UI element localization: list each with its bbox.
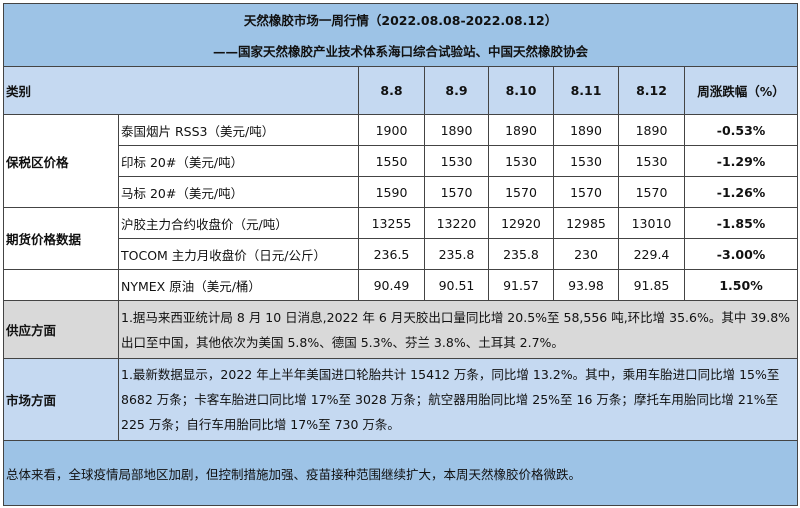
market-row: 市场方面 1.最新数据显示，2022 年上半年美国进口轮胎共计 15412 万条… (3, 358, 799, 441)
group-supply: 供应方面 (3, 300, 119, 359)
change-cell: -3.00% (683, 238, 799, 270)
table-row: 保税区价格 泰国烟片 RSS3（美元/吨） 1900 1890 1890 1890 18… (3, 114, 799, 208)
supply-row: 供应方面 1.据马来西亚统计局 8 月 10 日消息,2022 年 6 月天胶出… (3, 300, 799, 359)
cell: 91.57 (488, 269, 554, 301)
row-label: 泰国烟片 RSS3（美元/吨） (118, 114, 359, 146)
market-text: 1.最新数据显示，2022 年上半年美国进口轮胎共计 15412 万条，同比增 … (117, 358, 799, 441)
cell: 1530 (424, 145, 489, 177)
header-date: 8.9 (424, 66, 489, 115)
cell: 91.85 (618, 269, 685, 301)
group-market: 市场方面 (3, 358, 119, 441)
cell: 1590 (358, 176, 425, 208)
header-category: 类别 (3, 66, 359, 115)
cell: 1570 (553, 176, 619, 208)
cell: 12920 (488, 207, 554, 239)
cell: 1550 (358, 145, 425, 177)
table-row: NYMEX 原油（美元/桶） 90.49 90.51 91.57 93.98 91.85… (3, 269, 799, 301)
table-subtitle: ——国家天然橡胶产业技术体系海口综合试验站、中国天然橡胶协会 (2, 35, 799, 67)
cell: 1570 (488, 176, 554, 208)
cell: 235.8 (488, 238, 554, 270)
cell: 1890 (424, 114, 489, 146)
cell: 1530 (618, 145, 685, 177)
table-row: 印标 20#（美元/吨） 1550 1530 1530 1530 1530 -1.29% (4, 145, 799, 177)
supply-text: 1.据马来西亚统计局 8 月 10 日消息,2022 年 6 月天胶出口量同比增… (117, 300, 799, 359)
header-date: 8.12 (618, 66, 685, 115)
change-cell: 1.50% (683, 269, 799, 301)
cell: 1890 (488, 114, 554, 146)
change-cell: -1.26% (683, 176, 799, 208)
summary-row: 总体来看，全球疫情局部地区加剧，但控制措施加强、疫苗接种范围继续扩大，本周天然橡… (2, 440, 799, 506)
row-label: 马标 20#（美元/吨） (118, 176, 359, 208)
table-row: TOCOM 主力月收盘价（日元/公斤） 236.5 235.8 235.8 230 22… (4, 238, 799, 270)
cell: 236.5 (358, 238, 425, 270)
header-row: 类别 8.8 8.9 8.10 8.11 8.12 周涨跌幅（%） (3, 66, 799, 115)
cell: 90.51 (424, 269, 489, 301)
group-bonded: 保税区价格 (3, 114, 119, 208)
header-change: 周涨跌幅（%） (683, 66, 799, 115)
change-cell: -1.29% (683, 145, 799, 177)
cell: 1900 (358, 114, 425, 146)
row-label: 沪胶主力合约收盘价（元/吨） (118, 207, 359, 239)
row-label: TOCOM 主力月收盘价（日元/公斤） (118, 238, 359, 270)
cell: 235.8 (424, 238, 489, 270)
empty-group-cell (3, 269, 119, 301)
cell: 229.4 (618, 238, 685, 270)
cell: 230 (553, 238, 619, 270)
summary-text: 总体来看，全球疫情局部地区加剧，但控制措施加强、疫苗接种范围继续扩大，本周天然橡… (2, 440, 799, 506)
cell: 13220 (424, 207, 489, 239)
change-cell: -1.85% (683, 207, 799, 239)
group-futures: 期货价格数据 (3, 207, 119, 270)
table-row: 马标 20#（美元/吨） 1590 1570 1570 1570 1570 -1.26% (4, 176, 799, 208)
table-row: 期货价格数据 沪胶主力合约收盘价（元/吨） 13255 13220 12920 129… (3, 207, 799, 270)
table-title: 天然橡胶市场一周行情（2022.08.08-2022.08.12） (2, 3, 799, 35)
row-label: NYMEX 原油（美元/桶） (118, 269, 359, 301)
cell: 1530 (488, 145, 554, 177)
cell: 1570 (618, 176, 685, 208)
cell: 90.49 (358, 269, 425, 301)
cell: 13255 (358, 207, 425, 239)
cell: 1570 (424, 176, 489, 208)
cell: 1890 (618, 114, 685, 146)
cell: 1530 (553, 145, 619, 177)
cell: 13010 (618, 207, 685, 239)
rubber-market-table: 天然橡胶市场一周行情（2022.08.08-2022.08.12） ——国家天然… (2, 3, 799, 506)
row-label: 印标 20#（美元/吨） (118, 145, 359, 177)
header-date: 8.11 (553, 66, 619, 115)
header-date: 8.8 (358, 66, 425, 115)
cell: 93.98 (553, 269, 619, 301)
change-cell: -0.53% (683, 114, 799, 146)
cell: 12985 (553, 207, 619, 239)
cell: 1890 (553, 114, 619, 146)
header-date: 8.10 (488, 66, 554, 115)
